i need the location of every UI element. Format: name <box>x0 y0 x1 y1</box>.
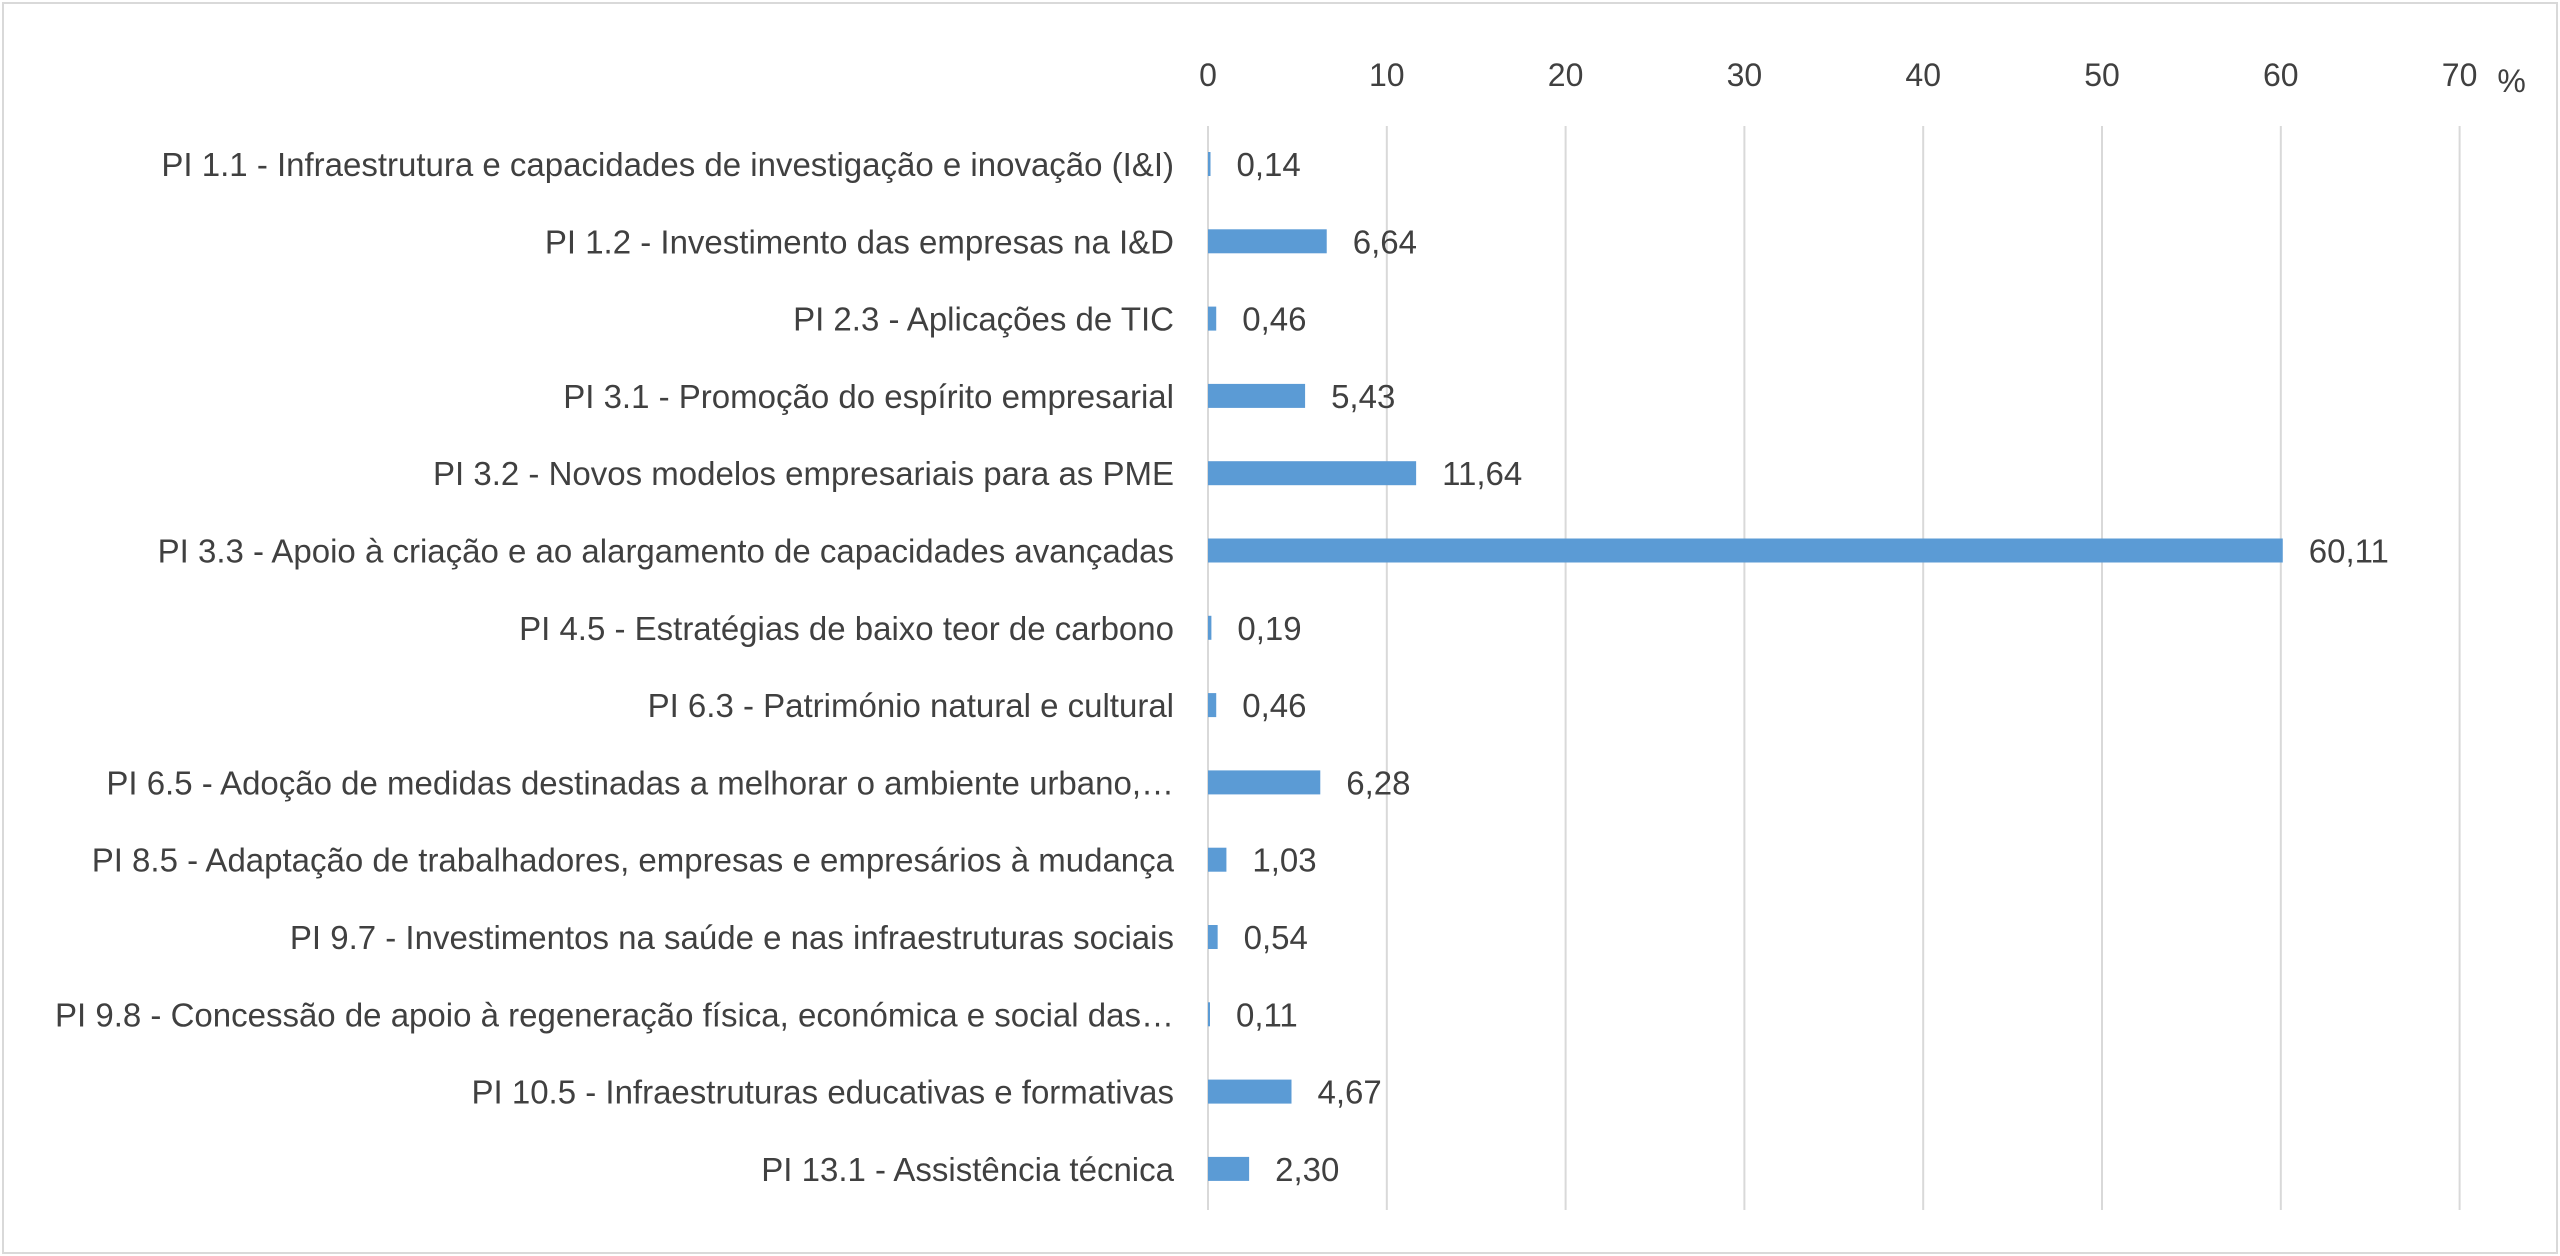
category-label: PI 3.3 - Apoio à criação e ao alargament… <box>158 533 1174 570</box>
category-label: PI 3.1 - Promoção do espírito empresaria… <box>563 378 1174 415</box>
x-axis-unit-label: % <box>2497 63 2525 99</box>
bar <box>1208 925 1218 949</box>
data-label: 60,11 <box>2309 533 2389 570</box>
bars <box>1208 152 2283 1181</box>
x-tick-label: 10 <box>1369 57 1405 93</box>
bar <box>1208 1079 1292 1104</box>
category-label: PI 6.5 - Adoção de medidas destinadas a … <box>106 764 1174 801</box>
bar <box>1208 693 1217 718</box>
x-tick-label: 0 <box>1199 57 1217 93</box>
data-label: 0,46 <box>1242 687 1306 724</box>
data-label: 4,67 <box>1317 1074 1381 1111</box>
category-labels: PI 1.1 - Infraestrutura e capacidades de… <box>55 146 1175 1188</box>
bar <box>1208 229 1327 254</box>
category-label: PI 6.3 - Património natural e cultural <box>648 687 1174 724</box>
data-label: 0,11 <box>1236 996 1298 1033</box>
category-label: PI 3.2 - Novos modelos empresariais para… <box>433 455 1174 492</box>
category-label: PI 1.1 - Infraestrutura e capacidades de… <box>161 146 1174 183</box>
category-label: PI 4.5 - Estratégias de baixo teor de ca… <box>519 610 1174 647</box>
bar <box>1208 461 1417 486</box>
bar <box>1208 383 1306 408</box>
data-label: 6,64 <box>1353 223 1417 260</box>
x-tick-label: 60 <box>2263 57 2299 93</box>
category-label: PI 13.1 - Assistência técnica <box>761 1151 1174 1188</box>
bar <box>1208 1156 1250 1181</box>
data-label: 6,28 <box>1346 764 1410 801</box>
bar <box>1208 1002 1210 1027</box>
category-label: PI 9.7 - Investimentos na saúde e nas in… <box>290 919 1174 956</box>
bar <box>1208 152 1211 176</box>
bar <box>1208 615 1212 640</box>
x-tick-label: 50 <box>2084 57 2120 93</box>
category-label: PI 2.3 - Aplicações de TIC <box>793 301 1174 338</box>
bar <box>1208 847 1227 872</box>
data-label: 11,64 <box>1442 455 1522 492</box>
category-label: PI 8.5 - Adaptação de trabalhadores, emp… <box>92 842 1175 879</box>
data-label: 2,30 <box>1275 1151 1339 1188</box>
category-label: PI 9.8 - Concessão de apoio à regeneraçã… <box>55 996 1174 1033</box>
category-label: PI 1.2 - Investimento das empresas na I&… <box>545 223 1174 260</box>
data-label: 0,54 <box>1244 919 1308 956</box>
x-axis-ticks: 0 10 20 30 40 50 60 70 <box>1199 57 2477 93</box>
x-tick-label: 70 <box>2442 57 2478 93</box>
bar <box>1208 538 2283 563</box>
bar-chart: 0 10 20 30 40 50 60 70 % PI 1.1 - Infraestrutur… <box>55 57 2526 1210</box>
x-tick-label: 30 <box>1727 57 1763 93</box>
data-label: 0,46 <box>1242 301 1306 338</box>
bar <box>1208 770 1321 795</box>
data-label: 1,03 <box>1252 842 1316 879</box>
data-label: 5,43 <box>1331 378 1395 415</box>
data-label: 0,14 <box>1237 146 1301 183</box>
category-label: PI 10.5 - Infraestruturas educativas e f… <box>472 1074 1175 1111</box>
bar <box>1208 306 1217 331</box>
gridlines <box>1207 126 2461 1210</box>
data-label: 0,19 <box>1237 610 1301 647</box>
x-tick-label: 20 <box>1548 57 1584 93</box>
x-tick-label: 40 <box>1905 57 1941 93</box>
data-labels: 0,14 6,64 0,46 5,43 11,64 60,11 0,19 0,46 6,28 1,… <box>1236 146 2389 1188</box>
